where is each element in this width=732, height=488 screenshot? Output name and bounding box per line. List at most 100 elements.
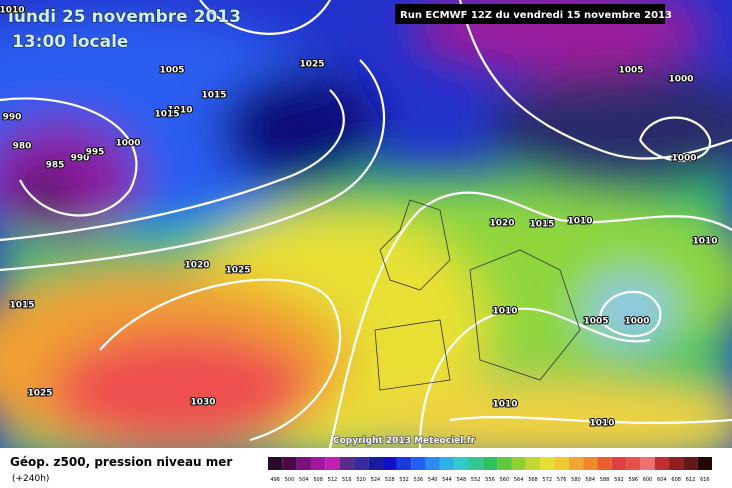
isobar-label: 990 (3, 113, 22, 123)
isobar-label: 995 (86, 148, 105, 158)
colorbar-swatch (554, 457, 569, 470)
colorbar-swatch (640, 457, 655, 470)
colorbar-label: 616 (700, 477, 710, 483)
isobar-label: 985 (46, 161, 65, 171)
colorbar-swatch (325, 457, 340, 470)
isobar-labels: 1010100510251015101010159909809859909951… (0, 5, 719, 430)
colorbar-swatch (597, 457, 612, 470)
colorbar-swatch (396, 457, 412, 470)
time: 13:00 locale (12, 32, 128, 52)
colorbar-swatch (382, 457, 397, 470)
colorbar-swatch (626, 457, 641, 470)
colorbar-swatch (425, 457, 440, 470)
caption: Géop. z500, pression niveau mer (10, 455, 232, 469)
isobar-label: 1005 (583, 317, 608, 327)
colorbar-swatch (611, 457, 627, 470)
colorbar-label: 552 (471, 477, 481, 483)
colorbar-swatch (568, 457, 584, 470)
colorbar-label: 580 (571, 477, 581, 483)
colorbar-swatch (583, 457, 598, 470)
colorbar-label: 596 (628, 477, 638, 483)
map-field (0, 0, 732, 448)
isobar-label: 1015 (9, 301, 34, 311)
colorbar-label: 500 (285, 477, 295, 483)
isobar-label: 990 (71, 154, 90, 164)
colorbar-swatch (654, 457, 670, 470)
lead-time: (+240h) (12, 474, 49, 484)
isobar-label: 1010 (567, 217, 592, 227)
isobar-label: 1005 (618, 66, 643, 76)
colorbar-label: 556 (485, 477, 495, 483)
colorbar-swatch (525, 457, 541, 470)
isobar-label: 1020 (184, 261, 209, 271)
colorbar-label: 592 (614, 477, 624, 483)
isobar-label: 980 (13, 142, 32, 152)
colorbar: 496 500 504 508 512 516 520 524 528 532 536 540 544 5… (268, 457, 712, 483)
colorbar-swatch (482, 457, 498, 470)
colorbar-swatch (439, 457, 455, 470)
colorbar-label: 496 (270, 477, 280, 483)
colorbar-swatch (669, 457, 684, 470)
colorbar-swatch (697, 457, 712, 470)
isobar-label: 1025 (27, 389, 52, 399)
isobar-label: 1025 (299, 60, 324, 70)
colorbar-label: 508 (313, 477, 323, 483)
colorbar-swatch (310, 457, 326, 470)
isobar-label: 1015 (529, 220, 554, 230)
copyright: Copyright 2013 Meteociel.fr (333, 436, 476, 446)
colorbar-label: 588 (600, 477, 610, 483)
isobar-label: 1010 (0, 6, 25, 16)
colorbar-swatch (497, 457, 512, 470)
isobar-label: 1000 (668, 75, 693, 85)
colorbar-label: 524 (371, 477, 381, 483)
isobar-label: 1000 (624, 317, 649, 327)
isobar-label: 1010 (492, 307, 517, 317)
colorbar-swatch (454, 457, 469, 470)
colorbar-label: 512 (328, 477, 338, 483)
colorbar-swatch (368, 457, 383, 470)
colorbar-swatch (268, 457, 283, 470)
colorbar-label: 604 (657, 477, 667, 483)
colorbar-swatch (540, 457, 555, 470)
colorbar-label: 532 (399, 477, 409, 483)
colorbar-label: 544 (442, 477, 452, 483)
colorbar-label: 536 (414, 477, 424, 483)
colorbar-label: 568 (528, 477, 538, 483)
colorbar-label: 528 (385, 477, 395, 483)
colorbar-swatch (411, 457, 426, 470)
colorbar-label: 564 (514, 477, 524, 483)
isobar-label: 1015 (201, 91, 226, 101)
colorbar-label: 504 (299, 477, 309, 483)
isobar-label: 1005 (159, 66, 184, 76)
colorbar-swatch (353, 457, 369, 470)
isobar-label: 1030 (190, 398, 215, 408)
title: lundi 25 novembre 2013 (8, 7, 241, 27)
run-box (395, 4, 665, 24)
colorbar-label: 608 (671, 477, 681, 483)
colorbar-label: 572 (543, 477, 553, 483)
colorbar-label: 548 (457, 477, 467, 483)
isobar-label: 1000 (115, 139, 140, 149)
colorbar-swatch (468, 457, 483, 470)
isobar-label: 1010 (589, 419, 614, 429)
isobar-label: 1010 (692, 237, 717, 247)
colorbar-label: 560 (500, 477, 510, 483)
colorbar-label: 584 (585, 477, 595, 483)
colorbar-swatch (339, 457, 354, 470)
isobar-label: 1010 (167, 106, 192, 116)
isobar-label: 1020 (489, 219, 514, 229)
colorbar-label: 520 (356, 477, 366, 483)
run-info: Run ECMWF 12Z du vendredi 15 novembre 20… (400, 10, 672, 21)
colorbar-swatch (511, 457, 526, 470)
colorbar-swatch (282, 457, 297, 470)
isobar-label: 1000 (671, 154, 696, 164)
colorbar-swatch (683, 457, 698, 470)
colorbar-label: 576 (557, 477, 567, 483)
colorbar-label: 612 (686, 477, 696, 483)
colorbar-label: 600 (643, 477, 653, 483)
colorbar-swatch (296, 457, 311, 470)
isobar-label: 1015 (154, 110, 179, 120)
isobar-label: 1025 (225, 266, 250, 276)
isobar-label: 1010 (492, 400, 517, 410)
